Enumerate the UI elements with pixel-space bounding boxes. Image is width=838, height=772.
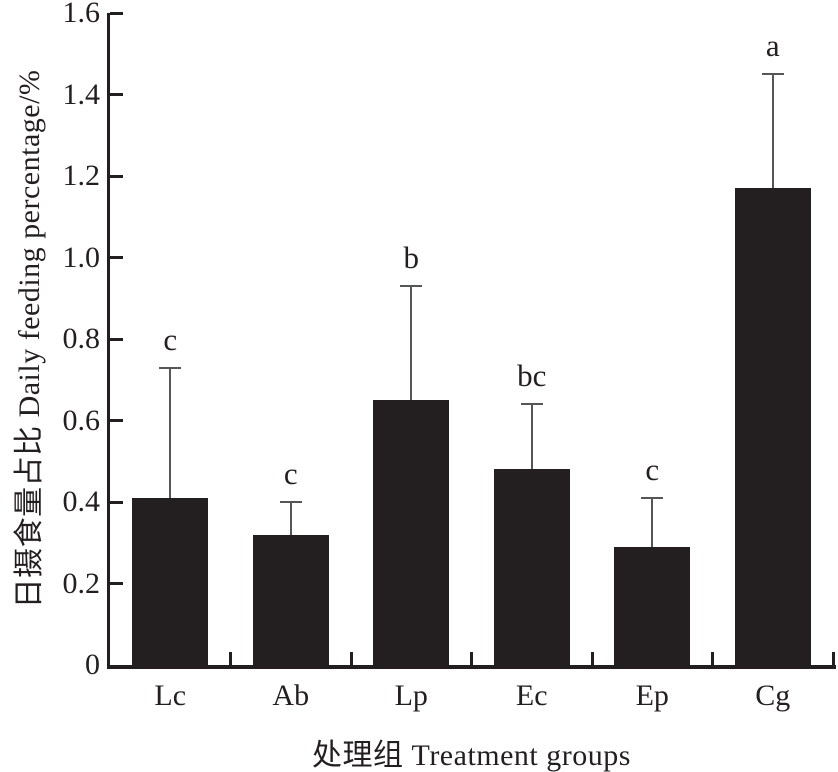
y-tick-label: 1.2 bbox=[62, 159, 101, 192]
x-tick-mark bbox=[590, 652, 594, 665]
x-tick-label-Lc: Lc bbox=[154, 679, 187, 712]
x-tick-label-Ec: Ec bbox=[515, 679, 548, 712]
y-tick-mark bbox=[110, 500, 123, 504]
x-tick-label-Ep: Ep bbox=[635, 679, 669, 712]
x-tick-mark bbox=[349, 652, 353, 665]
x-axis-title: 处理组 Treatment groups bbox=[312, 739, 631, 772]
y-tick-label: 0.6 bbox=[62, 403, 101, 437]
significance-letter: bc bbox=[517, 358, 547, 394]
x-tick-label-Ab: Ab bbox=[272, 679, 310, 712]
x-axis-line bbox=[107, 665, 836, 669]
x-tick-label-Lp: Lp bbox=[394, 679, 428, 712]
error-bar-stem bbox=[530, 404, 533, 470]
y-tick-label: 0.8 bbox=[62, 322, 101, 355]
significance-letter: c bbox=[283, 456, 298, 491]
x-tick-mark bbox=[470, 652, 473, 665]
y-tick-mark bbox=[110, 11, 123, 15]
error-bar-stem bbox=[771, 74, 774, 189]
error-bar-cap bbox=[159, 366, 182, 369]
error-bar-cap bbox=[279, 501, 302, 503]
bar-Cg bbox=[734, 188, 811, 665]
y-tick-label: 0.4 bbox=[62, 485, 101, 518]
x-tick-label-Cg: Cg bbox=[755, 679, 791, 712]
y-tick-label: 0.2 bbox=[62, 566, 101, 600]
y-tick-mark bbox=[110, 582, 123, 585]
x-tick-mark bbox=[229, 652, 232, 665]
significance-letter: b bbox=[403, 240, 420, 276]
significance-letter: c bbox=[163, 321, 178, 357]
error-bar-cap bbox=[400, 285, 423, 288]
error-bar-cap bbox=[641, 496, 664, 499]
bar-Ab bbox=[252, 534, 329, 665]
bar-Ep bbox=[614, 546, 691, 665]
significance-letter: a bbox=[765, 28, 780, 64]
error-bar-stem bbox=[169, 367, 172, 498]
y-tick-label: 1.0 bbox=[62, 240, 101, 274]
y-tick-mark bbox=[110, 256, 123, 259]
error-bar-stem bbox=[289, 502, 292, 535]
error-bar-cap bbox=[520, 403, 543, 406]
bar-Ec bbox=[493, 469, 570, 665]
bar-Lp bbox=[373, 400, 450, 665]
x-tick-mark bbox=[831, 652, 835, 665]
y-tick-mark bbox=[110, 337, 123, 341]
error-bar-stem bbox=[410, 286, 413, 401]
y-tick-label: 1.6 bbox=[62, 0, 101, 29]
y-tick-label: 0 bbox=[85, 648, 100, 681]
y-tick-label: 1.4 bbox=[62, 77, 101, 111]
bar-Lc bbox=[132, 497, 209, 665]
y-tick-mark bbox=[110, 174, 123, 178]
y-axis-line bbox=[107, 13, 110, 669]
y-tick-mark bbox=[110, 419, 123, 422]
error-bar-cap bbox=[761, 73, 784, 76]
significance-letter: c bbox=[645, 451, 660, 487]
y-tick-mark bbox=[110, 93, 123, 96]
x-tick-mark bbox=[711, 652, 714, 665]
error-bar-stem bbox=[651, 497, 654, 547]
